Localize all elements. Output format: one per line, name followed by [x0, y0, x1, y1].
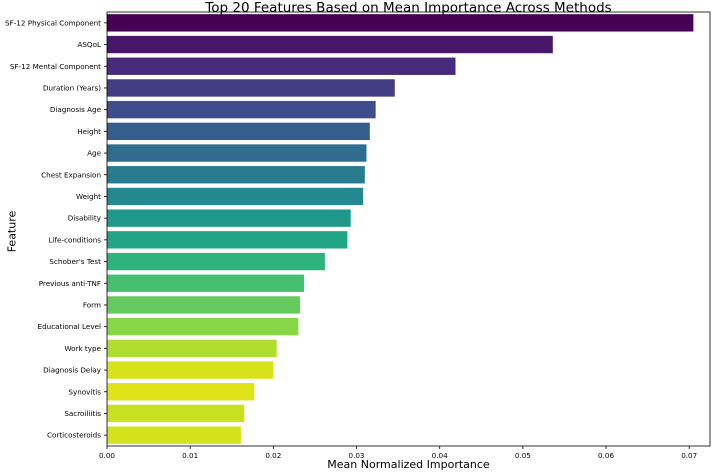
y-tick-label: Weight — [76, 192, 101, 201]
y-tick-label: ASQoL — [77, 40, 101, 49]
y-tick-label: Synovitis — [68, 387, 101, 396]
y-tick-label: Disability — [68, 214, 102, 223]
bar — [107, 57, 456, 75]
bar — [107, 383, 255, 401]
y-tick-label: Diagnosis Delay — [43, 366, 102, 375]
y-tick-label: Life-conditions — [48, 235, 101, 244]
y-tick-label: Age — [87, 149, 101, 158]
x-tick-label: 0.05 — [515, 451, 531, 460]
x-axis-label: Mean Normalized Importance — [327, 458, 490, 471]
x-tick-label: 0.02 — [265, 451, 281, 460]
y-tick-label: SF-12 Mental Component — [10, 62, 101, 71]
bar — [107, 231, 348, 249]
bar — [107, 35, 553, 54]
plot-frame — [106, 11, 711, 447]
bar — [107, 339, 277, 358]
y-tick-label: Work type — [64, 344, 101, 353]
bar — [107, 426, 241, 444]
y-tick-label: Educational Level — [38, 322, 101, 331]
bar — [107, 122, 370, 141]
x-tick-label: 0.06 — [598, 451, 614, 460]
x-tick-label: 0.01 — [182, 451, 198, 460]
y-tick-label: Form — [83, 300, 101, 309]
bar — [107, 187, 364, 206]
y-tick-label: Diagnosis Age — [50, 105, 102, 114]
y-tick-label: SF-12 Physical Component — [5, 18, 101, 27]
bar — [107, 252, 325, 271]
y-tick-label: Chest Expansion — [41, 170, 101, 179]
bar — [107, 100, 376, 119]
bar — [107, 361, 274, 379]
bar — [107, 296, 300, 314]
y-tick-label: Duration (Years) — [43, 83, 101, 92]
bar — [107, 14, 694, 32]
x-tick-label: 0.03 — [349, 451, 365, 460]
bar — [107, 209, 351, 227]
bar — [107, 404, 245, 423]
bar — [107, 166, 365, 184]
y-axis-label: Feature — [5, 210, 19, 253]
bar — [107, 79, 395, 97]
x-tick-label: 0.07 — [681, 451, 697, 460]
y-tick-label: Height — [77, 127, 101, 136]
y-tick-label: Schober's Test — [49, 257, 101, 266]
y-tick-label: Previous anti-TNF — [39, 279, 101, 288]
bar — [107, 317, 299, 336]
x-tick-label: 0.00 — [99, 451, 115, 460]
x-tick-label: 0.04 — [432, 451, 448, 460]
y-tick-label: Sacroiliitis — [64, 409, 101, 418]
bar — [107, 144, 367, 162]
y-tick-label: Corticosteroids — [47, 431, 101, 440]
bar — [107, 274, 305, 292]
